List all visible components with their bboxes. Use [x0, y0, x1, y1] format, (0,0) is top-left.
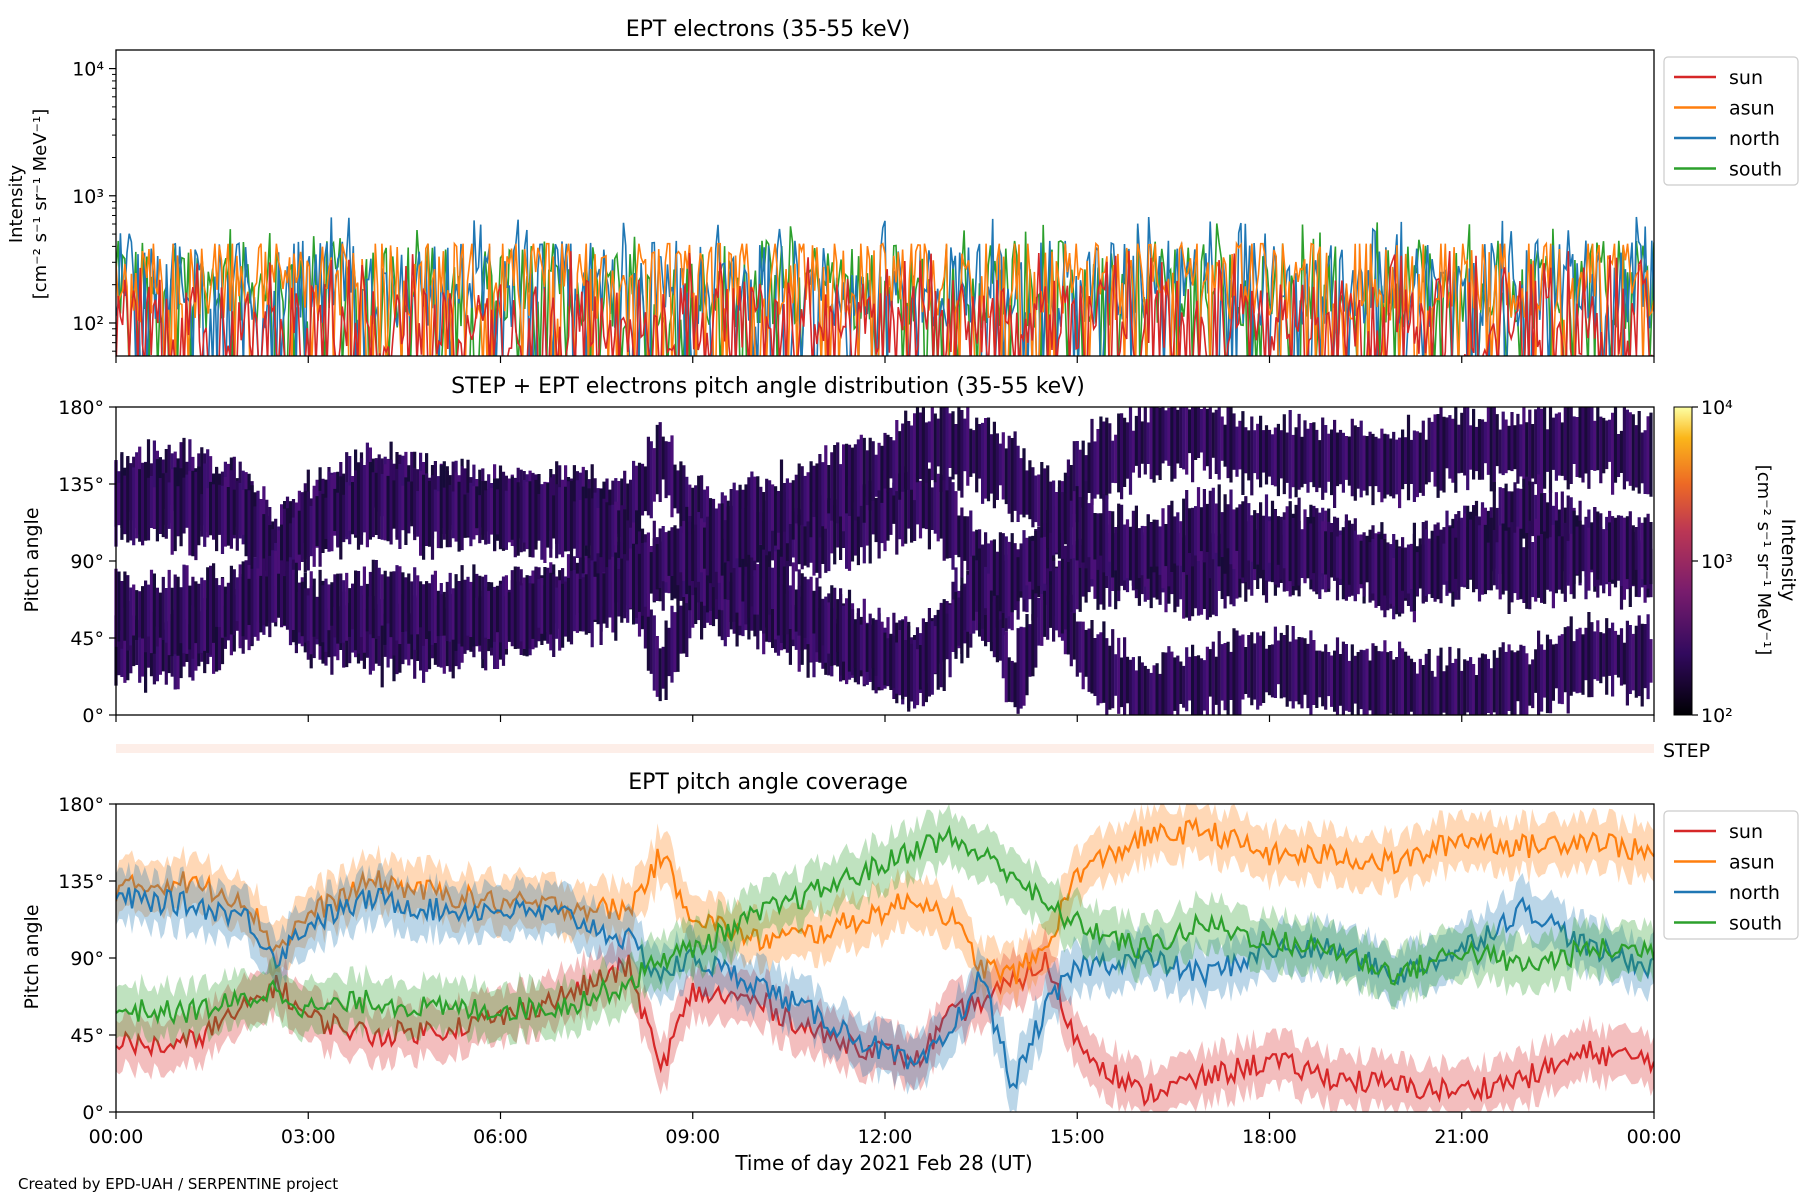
panel2-ytick-label: 180° [58, 397, 104, 419]
legend1-box [1663, 56, 1799, 186]
colorbar-tick-label: 10⁴ [1701, 397, 1733, 419]
panel1-ylabel-text: Intensity [6, 164, 27, 243]
band-sun [116, 926, 1654, 1112]
band-north [116, 861, 1654, 1112]
panel4-ytick-label: 45° [70, 1025, 104, 1047]
legend1-label-north: north [1729, 128, 1780, 150]
coverage-line-south [116, 824, 1654, 1026]
panel2-ytick-label: 45° [70, 628, 104, 650]
panel2-ytick-label: 90° [70, 551, 104, 573]
series-line-sun [116, 250, 1653, 356]
panel1-ylabel: Intensity [cm⁻² s⁻¹ sr⁻¹ MeV⁻¹] [6, 109, 51, 300]
x-tick-label: 12:00 [858, 1126, 913, 1148]
panel1-ytick-label: 10³ [72, 186, 104, 208]
panel2-ytick-label: 135° [58, 474, 104, 496]
legend4-label-north: north [1729, 882, 1780, 904]
x-tick-label: 15:00 [1050, 1126, 1105, 1148]
footer-credit: Created by EPD-UAH / SERPENTINE project [18, 1175, 339, 1193]
band-south [116, 804, 1654, 1049]
x-tick-label: 09:00 [665, 1126, 720, 1148]
x-tick-label: 21:00 [1434, 1126, 1489, 1148]
panel2-title: STEP + EPT electrons pitch angle distrib… [451, 374, 1085, 399]
coverage-line-north [116, 887, 1654, 1090]
panel1-title: EPT electrons (35-55 keV) [626, 17, 911, 42]
x-tick-label: 00:00 [1627, 1126, 1682, 1148]
panel4-ytick-label: 0° [82, 1102, 104, 1124]
x-tick-label: 00:00 [89, 1126, 144, 1148]
colorbar-label-text: Intensity [1777, 519, 1799, 602]
x-tick-label: 03:00 [281, 1126, 336, 1148]
legend4-label-asun: asun [1729, 852, 1775, 874]
legend1-label-asun: asun [1729, 98, 1775, 120]
panel4-ytick-label: 90° [70, 948, 104, 970]
x-tick-label: 06:00 [473, 1126, 528, 1148]
panel4-ylabel: Pitch angle [21, 904, 43, 1009]
panel2-ylabel: Pitch angle [21, 507, 43, 612]
panel4-ytick-label: 180° [58, 794, 104, 816]
plot-elements: 10² 10³ 10⁴ 0° 45° 90° 135° 180° 10² 10³ 10⁴ 0° 45° 9… [58, 49, 1799, 1148]
step-strip [116, 744, 1654, 753]
series-line-asun [116, 240, 1654, 356]
panel4-title: EPT pitch angle coverage [628, 770, 908, 795]
panel4-ytick-label: 135° [58, 871, 104, 893]
legend4-box [1663, 810, 1799, 940]
colorbar-label: Intensity [cm⁻² s⁻¹ sr⁻¹ MeV⁻¹] [1753, 465, 1799, 656]
x-tick-label: 18:00 [1242, 1126, 1297, 1148]
panel2-ytick-label: 0° [82, 705, 104, 727]
colorbar-label-unit: [cm⁻² s⁻¹ sr⁻¹ MeV⁻¹] [1753, 465, 1774, 656]
coverage-line-asun [116, 816, 1654, 985]
panel1-ytick-label: 10⁴ [72, 59, 104, 81]
legend1-label-south: south [1729, 159, 1782, 181]
step-label: STEP [1663, 740, 1710, 762]
legend4-label-sun: sun [1729, 821, 1763, 843]
band-asun [116, 804, 1654, 1010]
colorbar-tick-label: 10³ [1701, 551, 1733, 573]
legend1-label-sun: sun [1729, 67, 1763, 89]
x-axis-label: Time of day 2021 Feb 28 (UT) [734, 1151, 1032, 1175]
colorbar [1673, 406, 1693, 716]
panel1-ytick-label: 10² [72, 313, 104, 335]
legend4-label-south: south [1729, 913, 1782, 935]
colorbar-tick-label: 10² [1701, 705, 1733, 727]
panel1-ylabel-unit: [cm⁻² s⁻¹ sr⁻¹ MeV⁻¹] [30, 109, 51, 300]
